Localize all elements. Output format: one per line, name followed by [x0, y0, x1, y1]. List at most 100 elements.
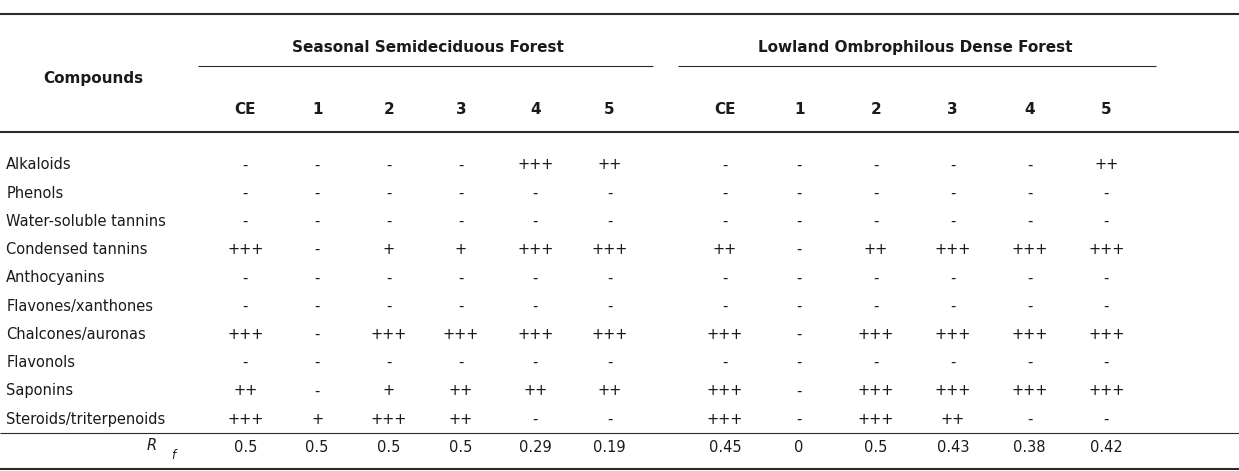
Text: +++: +++ — [706, 327, 743, 342]
Text: +++: +++ — [1011, 242, 1048, 257]
Text: +++: +++ — [706, 383, 743, 398]
Text: -: - — [315, 214, 320, 229]
Text: -: - — [1027, 157, 1032, 172]
Text: -: - — [797, 186, 802, 201]
Text: Phenols: Phenols — [6, 186, 63, 201]
Text: R: R — [146, 438, 156, 453]
Text: -: - — [243, 299, 248, 314]
Text: 0.19: 0.19 — [593, 440, 626, 455]
Text: 1: 1 — [312, 102, 322, 117]
Text: -: - — [950, 270, 955, 285]
Text: 2: 2 — [871, 102, 881, 117]
Text: -: - — [533, 270, 538, 285]
Text: -: - — [533, 214, 538, 229]
Text: -: - — [1027, 214, 1032, 229]
Text: -: - — [873, 355, 878, 370]
Text: 0.5: 0.5 — [306, 440, 328, 455]
Text: +++: +++ — [591, 327, 628, 342]
Text: Flavones/xanthones: Flavones/xanthones — [6, 299, 154, 314]
Text: -: - — [950, 214, 955, 229]
Text: +++: +++ — [370, 327, 408, 342]
Text: 2: 2 — [384, 102, 394, 117]
Text: -: - — [315, 242, 320, 257]
Text: +: + — [311, 412, 323, 427]
Text: +++: +++ — [1088, 383, 1125, 398]
Text: +++: +++ — [227, 412, 264, 427]
Text: -: - — [607, 412, 612, 427]
Text: -: - — [722, 270, 727, 285]
Text: +++: +++ — [1011, 327, 1048, 342]
Text: Compounds: Compounds — [43, 71, 142, 86]
Text: Flavonols: Flavonols — [6, 355, 76, 370]
Text: Steroids/triterpenoids: Steroids/triterpenoids — [6, 412, 166, 427]
Text: Chalcones/auronas: Chalcones/auronas — [6, 327, 146, 342]
Text: Condensed tannins: Condensed tannins — [6, 242, 147, 257]
Text: CE: CE — [714, 102, 736, 117]
Text: -: - — [533, 355, 538, 370]
Text: 0.5: 0.5 — [378, 440, 400, 455]
Text: +++: +++ — [857, 383, 895, 398]
Text: -: - — [458, 355, 463, 370]
Text: +: + — [383, 383, 395, 398]
Text: Alkaloids: Alkaloids — [6, 157, 72, 172]
Text: CE: CE — [234, 102, 256, 117]
Text: -: - — [458, 299, 463, 314]
Text: ++: ++ — [940, 412, 965, 427]
Text: +++: +++ — [934, 242, 971, 257]
Text: ++: ++ — [233, 383, 258, 398]
Text: -: - — [722, 299, 727, 314]
Text: -: - — [797, 214, 802, 229]
Text: +++: +++ — [370, 412, 408, 427]
Text: -: - — [722, 186, 727, 201]
Text: -: - — [387, 186, 392, 201]
Text: -: - — [797, 157, 802, 172]
Text: 0.5: 0.5 — [450, 440, 472, 455]
Text: -: - — [315, 299, 320, 314]
Text: -: - — [1027, 412, 1032, 427]
Text: +++: +++ — [442, 327, 479, 342]
Text: -: - — [797, 412, 802, 427]
Text: ++: ++ — [449, 412, 473, 427]
Text: -: - — [243, 355, 248, 370]
Text: -: - — [243, 186, 248, 201]
Text: -: - — [387, 299, 392, 314]
Text: Seasonal Semideciduous Forest: Seasonal Semideciduous Forest — [291, 40, 564, 55]
Text: -: - — [533, 299, 538, 314]
Text: -: - — [950, 186, 955, 201]
Text: -: - — [387, 270, 392, 285]
Text: ++: ++ — [449, 383, 473, 398]
Text: 0: 0 — [794, 440, 804, 455]
Text: -: - — [873, 214, 878, 229]
Text: -: - — [315, 327, 320, 342]
Text: -: - — [1027, 299, 1032, 314]
Text: -: - — [607, 299, 612, 314]
Text: -: - — [1027, 270, 1032, 285]
Text: +++: +++ — [1088, 327, 1125, 342]
Text: -: - — [243, 270, 248, 285]
Text: 4: 4 — [530, 102, 540, 117]
Text: -: - — [873, 270, 878, 285]
Text: +++: +++ — [591, 242, 628, 257]
Text: ++: ++ — [1094, 157, 1119, 172]
Text: -: - — [722, 214, 727, 229]
Text: +++: +++ — [517, 157, 554, 172]
Text: +: + — [455, 242, 467, 257]
Text: +++: +++ — [517, 327, 554, 342]
Text: -: - — [458, 214, 463, 229]
Text: +++: +++ — [857, 327, 895, 342]
Text: -: - — [950, 299, 955, 314]
Text: +++: +++ — [517, 242, 554, 257]
Text: -: - — [533, 412, 538, 427]
Text: 0.43: 0.43 — [937, 440, 969, 455]
Text: -: - — [315, 270, 320, 285]
Text: 4: 4 — [1025, 102, 1035, 117]
Text: Anthocyanins: Anthocyanins — [6, 270, 105, 285]
Text: ++: ++ — [597, 383, 622, 398]
Text: 0.42: 0.42 — [1090, 440, 1123, 455]
Text: -: - — [315, 157, 320, 172]
Text: -: - — [607, 355, 612, 370]
Text: -: - — [873, 186, 878, 201]
Text: -: - — [873, 157, 878, 172]
Text: Lowland Ombrophilous Dense Forest: Lowland Ombrophilous Dense Forest — [758, 40, 1073, 55]
Text: +++: +++ — [934, 327, 971, 342]
